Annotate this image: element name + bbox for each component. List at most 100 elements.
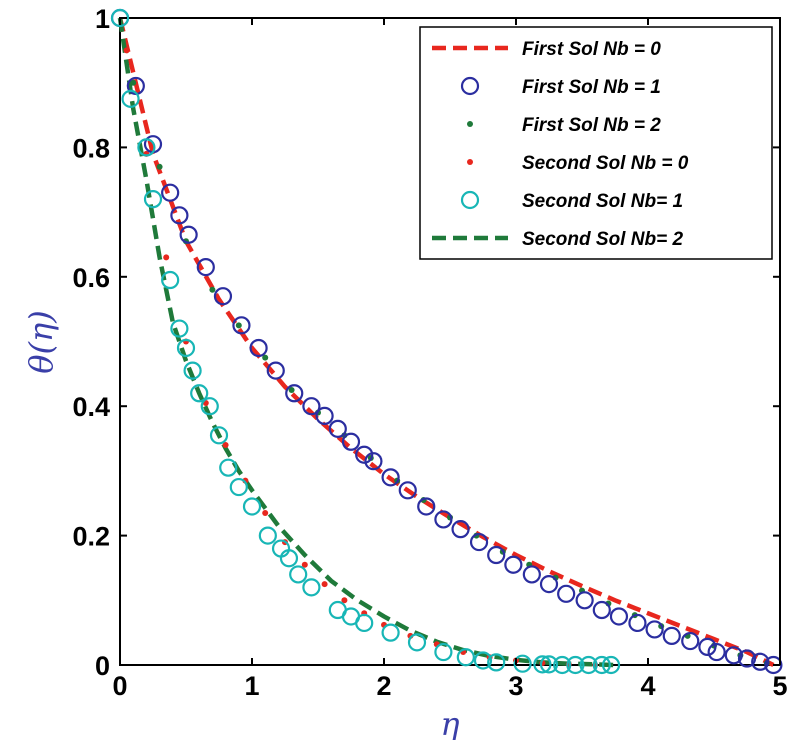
data-point [232,316,251,335]
data-point [737,649,757,668]
data-point [557,584,576,603]
data-point [143,190,163,209]
data-point [579,655,598,675]
legend-label: Second Sol Nb= 2 [522,229,683,250]
data-point [176,338,196,358]
data-point [123,47,130,54]
data-point [609,607,629,626]
data-point [200,397,219,416]
data-point [209,426,229,445]
data-point [222,442,229,449]
legend-label: First Sol Nb = 1 [522,77,661,98]
legend-box [419,26,773,260]
data-point [190,384,209,403]
data-point [662,626,681,645]
data-point [355,613,374,633]
data-point [110,8,130,28]
y-tick-label: 0.4 [72,392,110,422]
series-layer [110,8,783,675]
data-point [183,361,202,380]
data-point [196,257,215,277]
data-point [407,633,427,652]
data-point [289,565,308,584]
data-point [487,653,506,672]
data-point [533,655,552,674]
legend-label: Second Sol Nb = 0 [522,153,689,174]
data-point [262,354,269,361]
data-point [355,445,374,464]
y-tick-label: 1 [95,4,110,34]
data-point [258,526,277,545]
data-point [321,581,328,588]
data-point [213,287,233,306]
data-point [279,549,299,568]
data-point [681,631,700,651]
data-point [301,561,308,568]
data-point [161,270,180,290]
legend-swatch [467,159,473,165]
data-point [575,591,594,610]
legend-swatch [467,121,473,127]
data-point [121,89,140,108]
data-point [163,254,170,261]
data-point [539,655,559,674]
x-axis-title: η [440,705,459,740]
y-tick-label: 0.8 [72,133,110,163]
data-point [751,652,770,671]
data-point [219,458,238,477]
data-point [539,575,559,594]
data-point [522,565,541,584]
data-point [381,623,400,642]
data-point [601,655,621,675]
data-point [209,286,216,293]
x-tick-label: 1 [244,671,259,701]
data-point [456,648,475,667]
legend-label: Second Sol Nb= 1 [522,191,683,212]
data-point [398,481,417,500]
data-point [249,338,268,358]
y-tick-label: 0.6 [72,263,110,293]
data-point [137,138,156,157]
data-point [288,387,295,394]
data-point [156,163,163,170]
data-point [381,468,400,487]
data-point [628,613,647,633]
legend: First Sol Nb = 0 First Sol Nb = 1 First So… [419,26,773,260]
data-point [242,497,262,516]
data-point [161,183,180,202]
legend-label: First Sol Nb = 2 [522,115,661,136]
data-point [302,578,321,597]
series-2 [110,8,783,675]
data-point [341,432,361,451]
x-tick-label: 0 [112,671,127,701]
x-tick-label: 3 [508,671,523,701]
data-point [229,477,248,497]
data-point [434,510,453,529]
data-point [130,79,137,86]
data-point [364,452,383,471]
legend-swatch [460,76,480,96]
y-tick-label: 0.2 [72,522,110,552]
data-point [592,655,611,675]
data-point [328,419,347,438]
data-point [285,384,304,403]
legend-swatch [460,190,480,210]
data-point [341,597,348,604]
data-point [724,646,743,665]
data-point [513,654,532,673]
y-axis-title: θ(η) [22,310,60,373]
data-point [434,642,453,662]
data-point [473,651,493,670]
data-point [315,406,334,426]
ticks-layer: 0 1 2 3 4 5 0 0.2 0.4 0.6 0.8 1 [72,4,787,701]
data-point [764,655,783,675]
data-point [566,655,585,675]
data-point [707,642,726,662]
data-point [302,397,321,416]
data-point [170,206,189,225]
x-tick-label: 5 [772,671,787,701]
x-tick-label: 4 [640,671,655,701]
data-point [592,600,611,620]
data-point [553,655,572,675]
